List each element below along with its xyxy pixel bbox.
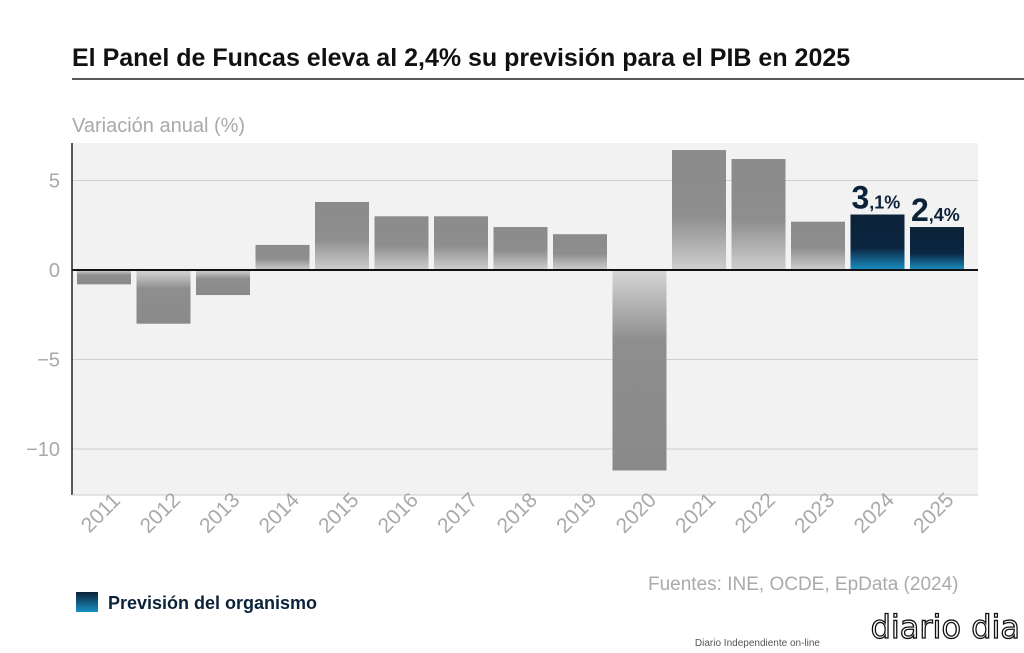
- x-tick-label: 2023: [790, 489, 839, 538]
- data-label-small: ,1%: [869, 193, 900, 213]
- y-tick-label: −10: [26, 439, 60, 461]
- bar-2018: [493, 227, 548, 270]
- y-tick-label: 5: [49, 171, 60, 193]
- bar-2016: [374, 216, 429, 270]
- data-label-big: 2: [911, 192, 929, 228]
- x-tick-label: 2016: [374, 489, 423, 538]
- bar-2023: [791, 221, 845, 270]
- bar-2011: [77, 270, 131, 285]
- x-tick-label: 2019: [552, 489, 601, 538]
- legend-swatch: [76, 592, 98, 612]
- bar-2024: [850, 214, 905, 270]
- bar-2012: [136, 270, 191, 324]
- bar-2015: [315, 201, 369, 270]
- x-tick-label: 2021: [671, 489, 720, 538]
- watermark-logo: diario dia Diario Independiente on-line: [695, 607, 1021, 649]
- data-label-big: 3: [852, 180, 870, 216]
- y-tick-label: 0: [49, 260, 60, 282]
- x-tick-label: 2012: [136, 489, 185, 538]
- plot-area: [72, 143, 978, 495]
- x-tick-label: 2015: [314, 489, 363, 538]
- bar-2019: [553, 234, 607, 270]
- data-label-small: ,4%: [929, 205, 960, 225]
- y-axis-label: Variación anual (%): [72, 115, 245, 137]
- bar-2025: [910, 227, 964, 270]
- watermark-tagline: Diario Independiente on-line: [695, 638, 821, 649]
- chart-title: El Panel de Funcas eleva al 2,4% su prev…: [72, 44, 850, 72]
- bar-2013: [196, 270, 250, 296]
- bar-2020: [612, 270, 667, 471]
- x-tick-label: 2024: [850, 488, 900, 538]
- data-label-2025: 2,4%: [911, 192, 960, 228]
- x-tick-label: 2013: [195, 489, 244, 538]
- watermark-logo-text: diario dia: [871, 608, 1020, 646]
- x-tick-label: 2020: [612, 489, 661, 538]
- x-tick-label: 2017: [433, 489, 482, 538]
- x-tick-label: 2018: [493, 489, 542, 538]
- x-tick-label: 2025: [909, 489, 958, 538]
- bar-2022: [731, 159, 786, 270]
- x-tick-label: 2011: [77, 489, 125, 537]
- source-note: Fuentes: INE, OCDE, EpData (2024): [648, 574, 958, 595]
- x-tick-label: 2022: [731, 489, 780, 538]
- bar-2014: [255, 244, 310, 270]
- y-tick-label: −5: [37, 350, 60, 372]
- legend-label: Previsión del organismo: [108, 593, 317, 613]
- data-label-2024: 3,1%: [852, 180, 901, 216]
- bar-2021: [672, 150, 726, 270]
- x-tick-label: 2014: [255, 488, 305, 538]
- bar-2017: [434, 216, 488, 270]
